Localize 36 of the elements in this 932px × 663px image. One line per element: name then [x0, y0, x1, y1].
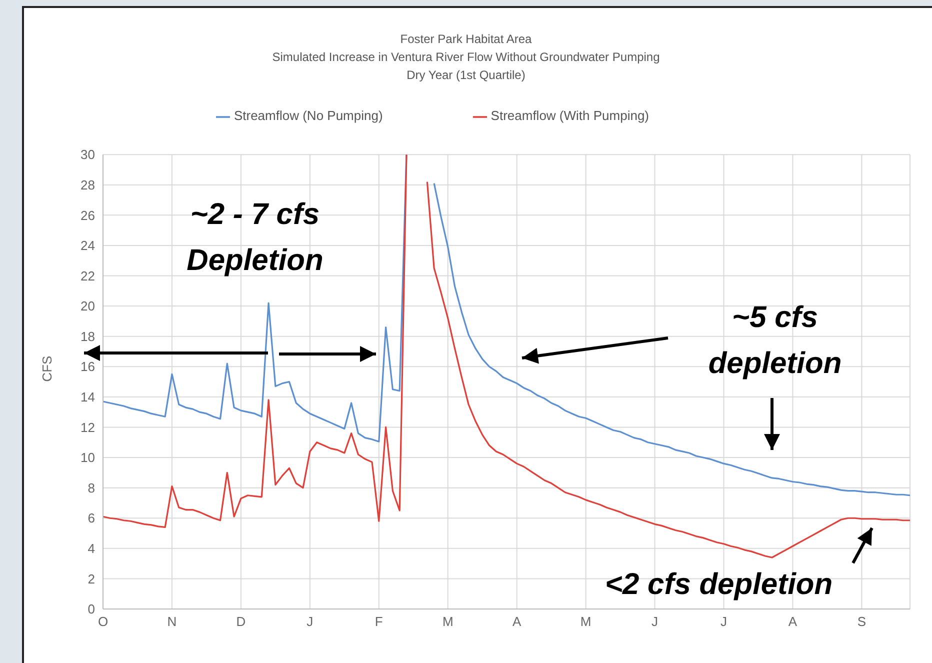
y-tick-label: 30: [80, 147, 95, 162]
x-tick-label: O: [98, 614, 108, 630]
x-tick-label: A: [788, 614, 798, 630]
y-tick-label: 18: [80, 328, 95, 344]
y-axis-title: CFS: [40, 355, 55, 382]
chart-title: Foster Park Habitat Area: [399, 31, 533, 48]
x-tick-label: D: [236, 614, 246, 630]
annotation: ~5 cfs depletion: [707, 300, 843, 382]
y-tick-label: 6: [88, 510, 95, 526]
legend-label: Streamflow (No Pumping): [234, 108, 383, 123]
y-tick-label: 8: [88, 480, 95, 496]
y-tick-label: 10: [80, 450, 95, 466]
x-tick-label: J: [652, 614, 658, 630]
x-tick-label: M: [442, 614, 454, 630]
x-tick-label: F: [374, 614, 383, 630]
x-tick-label: N: [167, 614, 177, 630]
x-tick-label: A: [512, 614, 522, 630]
x-tick-label: S: [857, 614, 866, 630]
y-tick-label: 2: [88, 571, 95, 586]
y-tick-label: 16: [80, 359, 95, 374]
y-tick-label: 4: [88, 541, 95, 556]
y-tick-label: 12: [80, 420, 95, 435]
y-tick-label: 28: [80, 177, 95, 192]
annotation: <2 cfs depletion: [605, 567, 834, 603]
y-tick-label: 14: [80, 390, 95, 405]
annotation: ~2 - 7 cfs Depletion: [186, 197, 324, 279]
y-tick-label: 20: [80, 298, 95, 314]
x-tick-label: J: [306, 614, 314, 630]
y-tick-label: 0: [88, 602, 95, 617]
y-tick-label: 24: [80, 238, 95, 254]
x-tick-label: J: [720, 614, 728, 630]
legend-label: Streamflow (With Pumping): [490, 108, 650, 123]
chart-subtitle: Simulated Increase in Ventura River Flow Without Groundwater Pumping Dry Year (1st Quartile): [271, 49, 661, 84]
y-tick-label: 22: [80, 268, 95, 284]
x-tick-label: M: [580, 614, 592, 630]
y-tick-label: 26: [80, 208, 95, 223]
